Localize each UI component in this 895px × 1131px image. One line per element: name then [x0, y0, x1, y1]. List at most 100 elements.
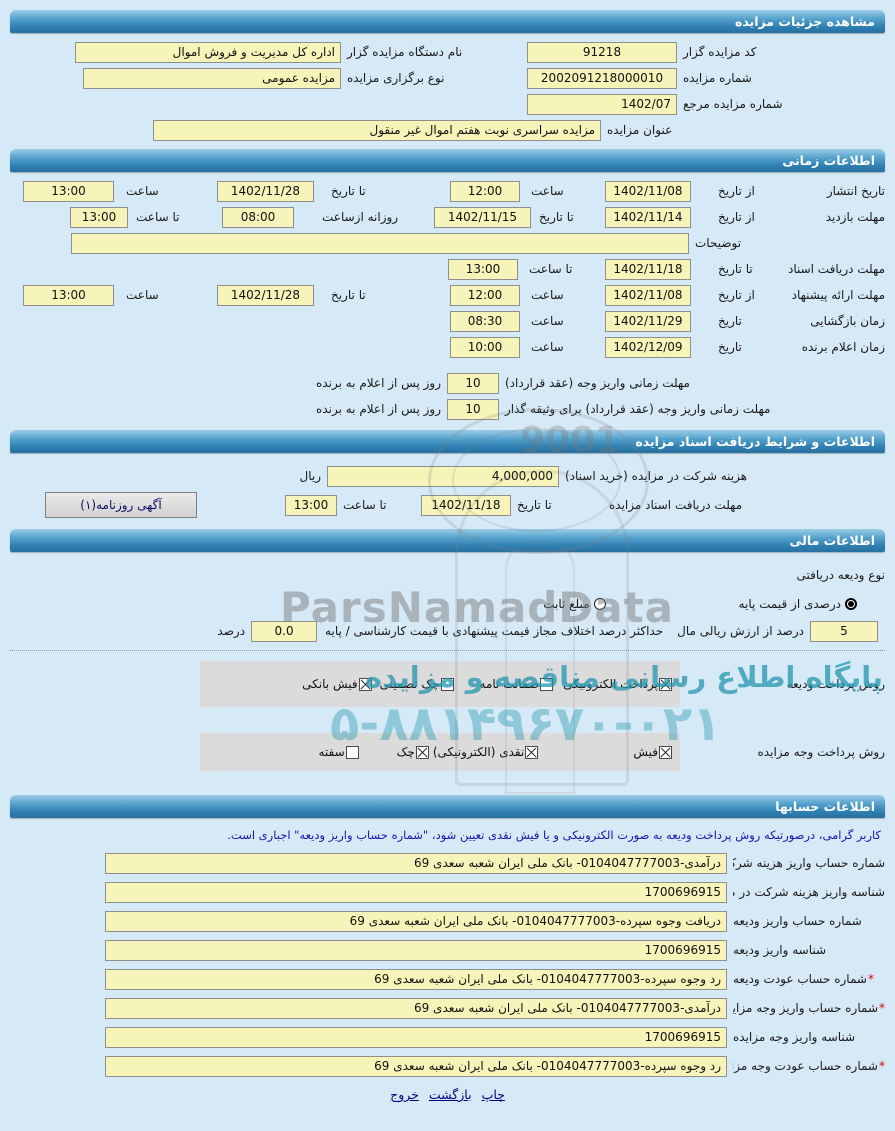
checkbox-cash-electronic[interactable]: نقدی (الکترونیکی): [433, 745, 539, 759]
account-row-label-text: شماره حساب واریز وجه مزایده: [733, 1001, 878, 1015]
checkbox-promissory-note[interactable]: سفته: [318, 745, 359, 759]
checkbox-label: فیش بانکی: [302, 677, 358, 691]
back-link[interactable]: بازگشت: [428, 1087, 472, 1102]
payment-deadline-guarantor-days-field[interactable]: 10: [447, 398, 499, 420]
account-row-value[interactable]: رد وجوه سپرده-0104047777003- بانک ملی ای…: [105, 968, 727, 990]
ref-number-field[interactable]: 1402/07: [527, 93, 677, 115]
account-row-value[interactable]: 1700696915: [105, 939, 727, 961]
winner-time-field[interactable]: 10:00: [450, 336, 520, 358]
checkbox-cheque[interactable]: چک: [397, 745, 429, 759]
payment-deadline-guarantor-label: مهلت زمانی واریز وجه (عقد قرارداد) برای …: [505, 402, 771, 416]
checkbox-certified-cheque[interactable]: چک تضمینی: [380, 677, 454, 691]
publish-from-date-field[interactable]: 1402/11/08: [605, 180, 691, 202]
account-row: شناسه واریز هزینه شرکت در مزایده 1700696…: [10, 881, 885, 903]
newspaper-ad-button[interactable]: آگهی روزنامه(۱): [45, 492, 197, 518]
auction-subject-label: عنوان مزایده: [607, 123, 673, 137]
offer-deadline-label: مهلت ارائه پیشنهاد: [791, 288, 885, 302]
checkbox-icon[interactable]: [440, 677, 454, 691]
notes-field[interactable]: [71, 232, 689, 254]
opening-time-row: زمان بازگشایی تاریخ 1402/11/29 ساعت 08:3…: [10, 310, 885, 332]
deposit-method-row: روش پرداخت ودیعه پرداخت الکترونیکی ضمانت…: [10, 661, 885, 707]
account-row-value[interactable]: 1700696915: [105, 1026, 727, 1048]
checkbox-bank-receipt[interactable]: فیش بانکی: [302, 677, 372, 691]
checkbox-electronic-payment[interactable]: پرداخت الکترونیکی: [563, 677, 672, 691]
visit-deadline-label: مهلت بازدید: [825, 210, 885, 224]
required-asterisk: *: [867, 972, 874, 986]
docs-deadline-date-field[interactable]: 1402/11/18: [421, 494, 511, 516]
deposit-percent-field[interactable]: 5: [810, 620, 878, 642]
to-date-label: تا تاریخ: [718, 262, 753, 276]
offer-to-time-field[interactable]: 13:00: [23, 284, 114, 306]
visit-from-date-field[interactable]: 1402/11/14: [605, 206, 691, 228]
opening-time-field[interactable]: 08:30: [450, 310, 520, 332]
checkbox-icon[interactable]: [415, 745, 429, 759]
checkbox-icon[interactable]: [540, 677, 554, 691]
org-name-field[interactable]: اداره کل مدیریت و فروش اموال: [75, 41, 341, 63]
auction-subject-field[interactable]: مزایده سراسری نوبت هفتم اموال غیر منقول: [153, 119, 601, 141]
hour-label: ساعت: [531, 340, 564, 354]
checkbox-icon[interactable]: [659, 745, 672, 759]
publish-to-time-field[interactable]: 13:00: [23, 180, 114, 202]
payment-deadline-days-field[interactable]: 10: [447, 372, 499, 394]
radio-fixed-amount-label: مبلغ ثابت: [543, 597, 590, 611]
account-row: *شماره حساب عودت وجه مزایده رد وجوه سپرد…: [10, 1055, 885, 1077]
checkbox-receipt[interactable]: فیش: [633, 745, 672, 759]
to-date-label: تا تاریخ: [517, 498, 552, 512]
account-row-value[interactable]: رد وجوه سپرده-0104047777003- بانک ملی ای…: [105, 1055, 727, 1077]
account-row-value[interactable]: دریافت وجوه سپرده-0104047777003- بانک مل…: [105, 910, 727, 932]
visit-from-time-field[interactable]: 08:00: [222, 206, 294, 228]
max-price-diff-field[interactable]: 0.0: [251, 620, 318, 642]
auction-code-field[interactable]: 91218: [527, 41, 677, 63]
payment-deadline-suffix: روز پس از اعلام به برنده: [316, 376, 441, 390]
print-link[interactable]: چاپ: [481, 1087, 505, 1102]
details-row-1: کد مزایده گزار 91218 نام دستگاه مزایده گ…: [10, 41, 885, 63]
opening-date-field[interactable]: 1402/11/29: [605, 310, 691, 332]
checkbox-label: فیش: [633, 745, 658, 759]
visit-to-time-field[interactable]: 13:00: [70, 206, 128, 228]
checkbox-icon[interactable]: [659, 677, 672, 691]
checkbox-icon[interactable]: [525, 745, 539, 759]
checkbox-icon[interactable]: [358, 677, 372, 691]
checkbox-label: پرداخت الکترونیکی: [563, 677, 658, 691]
publish-from-time-field[interactable]: 12:00: [450, 180, 520, 202]
checkbox-label: نقدی (الکترونیکی): [432, 745, 525, 759]
visit-to-date-field[interactable]: 1402/11/15: [434, 206, 531, 228]
checkbox-icon[interactable]: [345, 745, 359, 759]
exit-link[interactable]: خروج: [390, 1087, 419, 1102]
publish-to-date-field[interactable]: 1402/11/28: [217, 180, 314, 202]
fee-currency-label: ریال: [299, 469, 321, 483]
details-row-3: شماره مزایده مرجع 1402/07: [10, 93, 885, 115]
participation-fee-label: هزینه شرکت در مزایده (خرید اسناد): [565, 469, 748, 483]
winner-date-field[interactable]: 1402/12/09: [605, 336, 691, 358]
offer-from-date-field[interactable]: 1402/11/08: [605, 284, 691, 306]
offer-from-time-field[interactable]: 12:00: [450, 284, 520, 306]
details-row-2: شماره مزایده 2002091218000010 نوع برگزار…: [10, 67, 885, 89]
to-hour-label: تا ساعت: [136, 210, 180, 224]
offer-to-date-field[interactable]: 1402/11/28: [217, 284, 314, 306]
hour-label: ساعت: [126, 288, 159, 302]
account-row-value[interactable]: 1700696915: [105, 881, 727, 903]
account-row-value[interactable]: درآمدی-0104047777003- بانک ملی ایران شعب…: [105, 997, 727, 1019]
section-title: اطلاعات مالی: [789, 533, 875, 548]
checkbox-label: چک تضمینی: [379, 677, 440, 691]
participation-fee-field[interactable]: 4,000,000: [327, 465, 559, 487]
hour-label: ساعت: [531, 184, 564, 198]
auction-type-field[interactable]: مزایده عمومی: [83, 67, 341, 89]
auction-number-field[interactable]: 2002091218000010: [527, 67, 677, 89]
to-hour-label: تا ساعت: [343, 498, 387, 512]
radio-fixed-amount[interactable]: [593, 598, 606, 610]
account-row-value[interactable]: درآمدی-0104047777003- بانک ملی ایران شعب…: [105, 852, 727, 874]
account-row: شماره حساب واریز ودیعه دریافت وجوه سپرده…: [10, 910, 885, 932]
time-section: تاریخ انتشار از تاریخ 1402/11/08 ساعت 12…: [10, 180, 885, 420]
docs-to-date-field[interactable]: 1402/11/18: [605, 258, 691, 280]
radio-percent-of-base-price[interactable]: [845, 598, 857, 610]
docs-to-time-field[interactable]: 13:00: [448, 258, 518, 280]
checkbox-guarantee-letter[interactable]: ضمانت نامه: [480, 677, 554, 691]
docs-deadline-time-field[interactable]: 13:00: [285, 494, 337, 516]
participation-fee-row: هزینه شرکت در مزایده (خرید اسناد) 4,000,…: [10, 465, 885, 487]
deposit-method-box: پرداخت الکترونیکی ضمانت نامه چک تضمینی ف…: [200, 661, 680, 707]
offer-deadline-row: مهلت ارائه پیشنهاد از تاریخ 1402/11/08 س…: [10, 284, 885, 306]
max-price-diff-label: حداکثر درصد اختلاف مجاز قیمت پیشنهادی با…: [325, 624, 664, 638]
payment-method-row: روش پرداخت وجه مزایده فیش نقدی (الکترونی…: [10, 733, 885, 771]
winner-announce-label: زمان اعلام برنده: [801, 340, 885, 354]
